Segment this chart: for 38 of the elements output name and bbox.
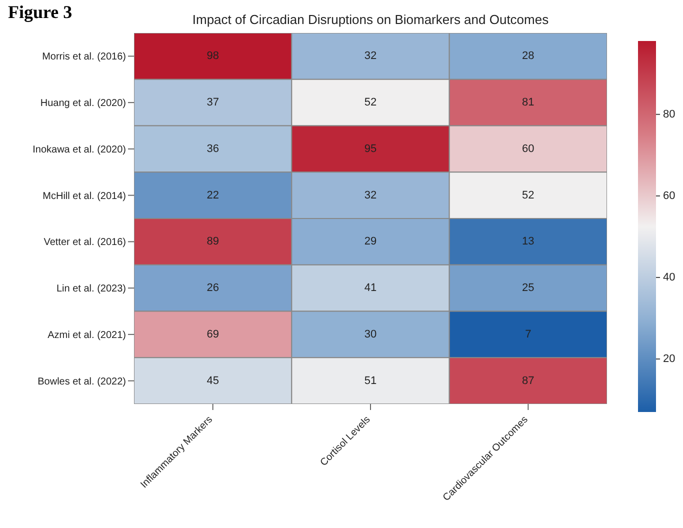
y-tick-label: Lin et al. (2023) xyxy=(56,284,126,295)
data-label: 60 xyxy=(522,142,534,155)
data-label: 69 xyxy=(206,328,219,340)
color-bar-label: 80 xyxy=(663,108,676,120)
data-label: 51 xyxy=(364,374,377,387)
data-label: 52 xyxy=(522,189,534,202)
color-bar-label: 40 xyxy=(663,271,676,284)
color-bar-label: 20 xyxy=(663,353,676,365)
y-tick-label: Morris et al. (2016) xyxy=(42,52,126,63)
data-label: 37 xyxy=(206,96,219,109)
y-tick-label: McHill et al. (2014) xyxy=(42,190,126,202)
y-tick-label: Huang et al. (2020) xyxy=(40,98,126,110)
data-label: 98 xyxy=(206,50,219,62)
y-tick-label: Vetter et al. (2016) xyxy=(44,237,126,248)
data-label: 22 xyxy=(206,189,219,202)
data-label: 13 xyxy=(522,236,534,248)
data-label: 87 xyxy=(522,374,534,387)
chart-title: Impact of Circadian Disruptions on Biomarkers and Outcomes xyxy=(192,12,550,27)
data-label: 36 xyxy=(206,142,219,155)
y-tick-label: Bowles et al. (2022) xyxy=(38,376,126,388)
data-label: 30 xyxy=(364,328,377,340)
data-label: 29 xyxy=(364,236,377,248)
data-label: 32 xyxy=(364,50,377,62)
data-label: 26 xyxy=(206,282,219,294)
data-label: 45 xyxy=(206,374,219,387)
caption: Figure 3 xyxy=(8,2,72,23)
data-label: 89 xyxy=(206,236,219,248)
data-label: 25 xyxy=(522,282,534,294)
data-label: 7 xyxy=(525,328,532,340)
y-tick-label: Azmi et al. (2021) xyxy=(48,330,126,341)
data-label: 28 xyxy=(522,50,534,62)
color-bar-label: 60 xyxy=(663,190,676,202)
data-label: 81 xyxy=(522,96,534,109)
data-label: 95 xyxy=(364,142,377,155)
y-tick-label: Inokawa et al. (2020) xyxy=(32,144,126,156)
data-label: 41 xyxy=(364,282,377,294)
data-label: 32 xyxy=(364,189,377,202)
data-label: 52 xyxy=(364,96,377,109)
